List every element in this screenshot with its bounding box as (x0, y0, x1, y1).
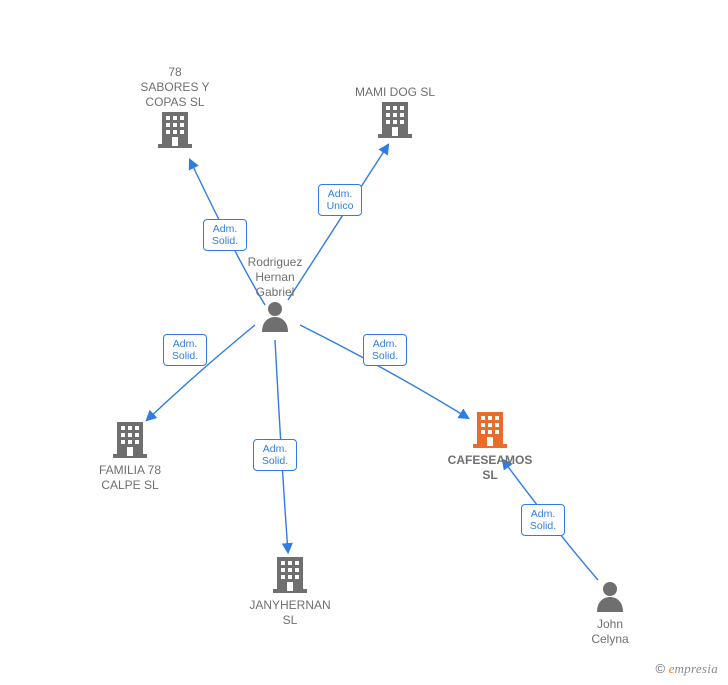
node-label: MAMI DOG SL (335, 85, 455, 100)
person-icon (595, 580, 625, 617)
node-cafeseamos[interactable]: CAFESEAMOS SL (430, 410, 550, 483)
person-icon (260, 300, 290, 332)
building-icon (378, 100, 412, 143)
edge-label: Adm. Solid. (521, 504, 565, 536)
edge-label: Adm. Solid. (203, 219, 247, 251)
node-sabores[interactable]: 78 SABORES Y COPAS SL (115, 65, 235, 153)
node-label: JANYHERNAN SL (230, 598, 350, 628)
edge-label: Adm. Solid. (253, 439, 297, 471)
building-icon (113, 420, 147, 463)
node-rodriguez[interactable]: Rodriguez Hernan Gabriel (215, 255, 335, 337)
edge-label: Adm. Unico (318, 184, 362, 216)
person-icon (595, 580, 625, 612)
building-icon (113, 420, 147, 458)
node-mamidog[interactable]: MAMI DOG SL (335, 85, 455, 143)
edge-label: Adm. Solid. (163, 334, 207, 366)
building-icon (473, 410, 507, 453)
copyright-symbol: © (655, 661, 665, 676)
building-icon (273, 555, 307, 593)
node-john[interactable]: John Celyna (550, 580, 670, 647)
person-icon (260, 300, 290, 337)
building-icon (473, 410, 507, 448)
node-label: Rodriguez Hernan Gabriel (215, 255, 335, 300)
building-icon (158, 110, 192, 153)
node-label: John Celyna (550, 617, 670, 647)
watermark-brand-rest: mpresia (674, 661, 718, 676)
building-icon (273, 555, 307, 598)
watermark: © empresia (655, 661, 718, 677)
node-label: CAFESEAMOS SL (430, 453, 550, 483)
edge-label: Adm. Solid. (363, 334, 407, 366)
node-label: FAMILIA 78 CALPE SL (70, 463, 190, 493)
node-familia[interactable]: FAMILIA 78 CALPE SL (70, 420, 190, 493)
building-icon (378, 100, 412, 138)
node-janyhernan[interactable]: JANYHERNAN SL (230, 555, 350, 628)
building-icon (158, 110, 192, 148)
diagram-stage: 78 SABORES Y COPAS SL MAMI DOG SL Rodrig… (0, 0, 728, 685)
node-label: 78 SABORES Y COPAS SL (115, 65, 235, 110)
